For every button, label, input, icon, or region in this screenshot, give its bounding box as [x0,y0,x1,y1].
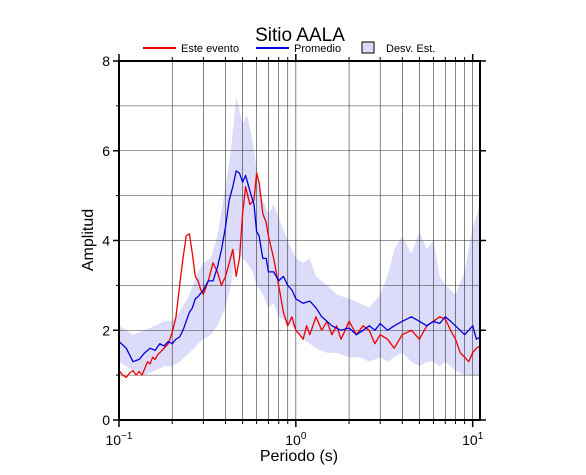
legend-label: Promedio [294,43,341,55]
x-tick-label: 10−1 [106,431,133,448]
std-dev-band-layer [119,96,480,376]
y-tick-label: 6 [102,143,110,159]
y-tick-label: 8 [102,53,110,69]
legend-label: Desv. Est. [386,43,435,55]
legend-swatch [361,41,375,54]
x-tick-label: 101 [462,431,484,448]
series-line-promedio [119,170,480,363]
legend-label: Este evento [181,43,239,55]
series-line-este-evento [119,172,480,379]
legend: Este evento Promedio Desv. Est. [143,41,435,55]
y-axis: 0 2 4 6 8 [102,53,486,428]
y-tick-label: 2 [102,322,110,338]
series-lines [119,170,480,379]
x-axis: 10−1 100 101 [106,54,484,448]
y-tick-label: 0 [102,412,110,428]
chart-title: Sitio AALA [255,25,345,46]
x-tick-label: 100 [285,431,307,448]
grid [118,61,480,420]
y-axis-label: Amplitud [80,209,97,271]
std-dev-band [119,96,480,376]
x-axis-label: Periodo (s) [260,448,338,465]
y-tick-label: 4 [102,233,110,249]
